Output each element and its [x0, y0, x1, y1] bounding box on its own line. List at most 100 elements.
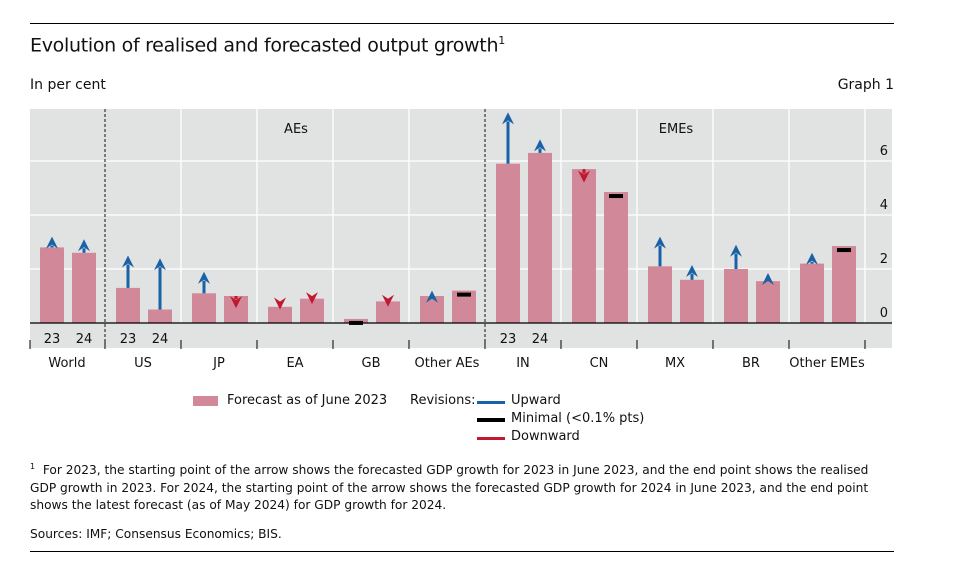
bar-br-23 [724, 269, 748, 323]
legend-swatch-forecast [193, 396, 218, 406]
x-category-label: MX [665, 356, 685, 371]
sources: Sources: IMF; Consensus Economics; BIS. [30, 527, 282, 541]
y-tick-label: 4 [880, 198, 888, 213]
bar-other-emes-24 [832, 246, 856, 323]
arrow-head-up [686, 264, 698, 277]
bar-other-emes-23 [800, 263, 824, 323]
legend-swatch-downward [477, 437, 505, 440]
arrow-ea-24 [306, 292, 318, 305]
bar-cn-24 [604, 192, 628, 323]
year-label: 24 [532, 332, 549, 347]
bar-in-24 [528, 152, 552, 323]
arrow-head-up [154, 258, 166, 271]
bar-br-24 [756, 281, 780, 323]
legend-upward-label: Upward [511, 393, 561, 408]
bottom-rule [30, 551, 894, 552]
bar-us-23 [116, 287, 140, 323]
revision-arrows [46, 112, 851, 325]
x-category-label: EA [286, 356, 303, 371]
arrow-head-down [578, 170, 590, 183]
x-category-label: JP [212, 356, 225, 371]
arrow-head-up [198, 271, 210, 284]
x-category-label: IN [516, 356, 530, 371]
arrow-head-up [122, 255, 134, 268]
legend-swatch-upward [477, 401, 505, 404]
group-label-aes: AEs [284, 122, 308, 137]
arrow-head-up [730, 244, 742, 257]
minimal-marker-cn-24 [609, 194, 623, 199]
arrow-gb-24 [382, 294, 394, 307]
group-label-emes: EMEs [659, 122, 694, 137]
arrow-jp-24 [230, 296, 242, 309]
arrow-head-up [654, 236, 666, 249]
year-label: 24 [76, 332, 93, 347]
bar-cn-23 [572, 169, 596, 323]
arrow-jp-23 [198, 271, 210, 294]
bar-gb-24 [376, 301, 400, 323]
bar-in-23 [496, 163, 520, 323]
top-rule [30, 23, 894, 24]
year-label: 23 [44, 332, 61, 347]
y-tick-label: 0 [880, 306, 888, 321]
bar-world-24 [72, 252, 96, 323]
arrow-head-up [46, 236, 58, 249]
bar-mx-23 [648, 266, 672, 323]
arrow-br-24 [762, 273, 774, 286]
bar-ea-23 [268, 306, 292, 323]
bars [40, 152, 856, 323]
y-tick-label: 2 [880, 252, 888, 267]
bar-world-23 [40, 247, 64, 323]
gridlines [30, 109, 892, 348]
arrow-br-23 [730, 244, 742, 269]
arrow-head-up [762, 273, 774, 286]
graph-number: Graph 1 [837, 77, 894, 93]
arrow-head-down [306, 292, 318, 305]
x-category-label: Other AEs [415, 356, 480, 371]
chart-title: Evolution of realised and forecasted out… [30, 34, 505, 57]
arrow-ea-23 [274, 297, 286, 310]
arrow-cn-23 [578, 169, 590, 183]
arrow-us-24 [154, 258, 166, 310]
arrow-world-24 [78, 239, 90, 253]
bar-mx-24 [680, 279, 704, 323]
bar-jp-23 [192, 293, 216, 323]
year-label: 23 [120, 332, 137, 347]
arrow-head-down [274, 297, 286, 310]
bar-other-aes-23 [420, 296, 444, 323]
arrow-in-24 [534, 139, 546, 153]
year-label: 24 [152, 332, 169, 347]
unit-label: In per cent [30, 77, 106, 93]
arrow-world-23 [46, 236, 58, 249]
legend-minimal-label: Minimal (<0.1% pts) [511, 411, 645, 426]
arrow-head-up [78, 239, 90, 252]
arrow-head-down [230, 296, 242, 309]
arrow-head-up [534, 139, 546, 152]
footnote-text: For 2023, the starting point of the arro… [30, 463, 869, 512]
footnote: 1 For 2023, the starting point of the ar… [30, 458, 896, 515]
x-category-label: US [134, 356, 152, 371]
x-category-label: World [48, 356, 85, 371]
title-footnote-mark: 1 [498, 34, 505, 47]
x-category-label: Other EMEs [789, 356, 865, 371]
arrow-head-up [502, 112, 514, 125]
arrow-mx-24 [686, 264, 698, 280]
legend-swatch-minimal [477, 418, 505, 422]
bar-us-24 [148, 309, 172, 323]
legend-forecast-label: Forecast as of June 2023 [227, 393, 388, 408]
bar-jp-24 [224, 296, 248, 323]
x-category-label: CN [590, 356, 609, 371]
arrow-in-23 [502, 112, 514, 164]
footnote-mark: 1 [30, 462, 36, 471]
arrow-head-down [382, 294, 394, 307]
year-label: 23 [500, 332, 517, 347]
minimal-marker-other-aes-24 [457, 292, 471, 297]
arrow-head-up [426, 290, 438, 303]
minimal-marker-other-emes-24 [837, 248, 851, 253]
y-tick-label: 6 [880, 144, 888, 159]
arrow-mx-23 [654, 236, 666, 267]
legend-downward-label: Downward [511, 429, 580, 444]
x-category-label: BR [742, 356, 760, 371]
x-category-label: GB [362, 356, 381, 371]
